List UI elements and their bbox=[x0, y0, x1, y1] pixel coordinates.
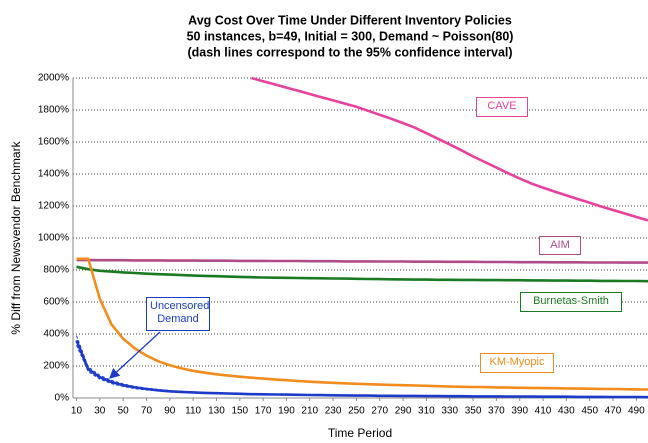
x-tick-label: 270 bbox=[371, 406, 388, 417]
annotation-arrow bbox=[109, 331, 161, 379]
series-line bbox=[76, 258, 648, 264]
y-tick-label: 2000% bbox=[38, 73, 69, 84]
series-line bbox=[251, 76, 648, 222]
x-tick-label: 210 bbox=[301, 406, 318, 417]
chart-subtitle: (dash lines correspond to the 95% confid… bbox=[187, 45, 512, 59]
x-tick-label: 110 bbox=[185, 406, 201, 417]
x-tick-label: 390 bbox=[511, 406, 528, 417]
x-tick-label: 90 bbox=[164, 406, 176, 417]
x-tick-label: 470 bbox=[605, 406, 622, 417]
series-line bbox=[75, 339, 648, 399]
y-tick-label: 1200% bbox=[38, 201, 69, 212]
x-tick-label: 410 bbox=[535, 406, 552, 417]
series-line bbox=[76, 257, 648, 391]
x-tick-label: 330 bbox=[441, 406, 458, 417]
y-tick-label: 1800% bbox=[38, 105, 69, 116]
x-tick-label: 310 bbox=[418, 406, 435, 417]
x-tick-label: 170 bbox=[255, 406, 272, 417]
y-tick-label: 800% bbox=[43, 265, 69, 276]
x-tick-label: 10 bbox=[71, 406, 83, 417]
series-annotation: AIM bbox=[539, 236, 581, 255]
series-annotation: Burnetas-Smith bbox=[520, 292, 622, 312]
x-tick-label: 450 bbox=[581, 406, 598, 417]
series-line bbox=[76, 265, 648, 283]
x-tick-label: 70 bbox=[141, 406, 153, 417]
x-tick-label: 250 bbox=[348, 406, 365, 417]
y-tick-label: 1000% bbox=[38, 233, 69, 244]
x-tick-label: 30 bbox=[94, 406, 106, 417]
y-tick-label: 200% bbox=[43, 361, 69, 372]
x-tick-label: 490 bbox=[628, 406, 645, 417]
series-annotation: CAVE bbox=[476, 97, 528, 117]
y-tick-label: 600% bbox=[43, 297, 69, 308]
x-tick-label: 130 bbox=[208, 406, 225, 417]
y-tick-label: 0% bbox=[55, 393, 70, 404]
x-tick-label: 290 bbox=[395, 406, 412, 417]
x-tick-label: 430 bbox=[558, 406, 575, 417]
series-annotation: KM-Myopic bbox=[480, 353, 554, 373]
y-axis-title: % Diff from Newsvendor Benchmark bbox=[9, 140, 23, 334]
x-tick-label: 190 bbox=[278, 406, 295, 417]
chart-title: Avg Cost Over Time Under Different Inven… bbox=[188, 13, 512, 27]
series-group bbox=[75, 76, 648, 399]
x-tick-label: 230 bbox=[325, 406, 342, 417]
x-tick-label: 150 bbox=[231, 406, 248, 417]
x-axis-title: Time Period bbox=[328, 426, 392, 440]
y-tick-label: 1600% bbox=[38, 137, 69, 148]
x-tick-label: 370 bbox=[488, 406, 505, 417]
series-annotation: Uncensored Demand bbox=[146, 297, 210, 331]
y-tick-label: 400% bbox=[43, 329, 69, 340]
y-tick-label: 1400% bbox=[38, 169, 69, 180]
x-tick-label: 350 bbox=[465, 406, 482, 417]
x-tick-label: 50 bbox=[118, 406, 130, 417]
chart-subtitle: 50 instances, b=49, Initial = 300, Deman… bbox=[187, 29, 514, 43]
